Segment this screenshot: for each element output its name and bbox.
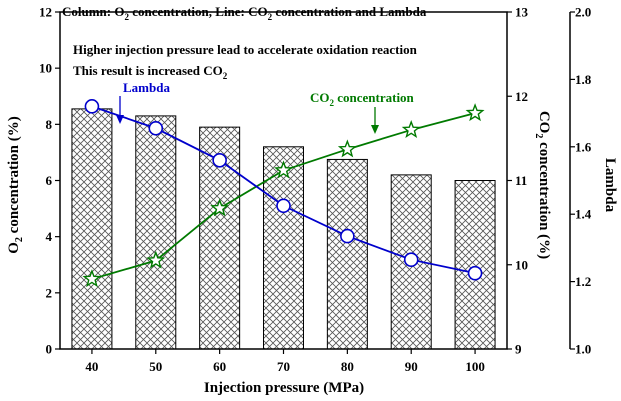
x-tick-label-50: 50 [149,359,162,374]
left-axis-tick-label: 8 [46,117,53,132]
left-axis-title: O2 concentration (%) [6,116,25,253]
co2-point-90 [401,119,421,139]
x-tick-label-40: 40 [85,359,98,374]
left-axis-tick-label: 6 [46,173,53,188]
co2-point-70 [274,160,293,179]
x-tick-label-80: 80 [341,359,354,374]
lambda-point-70 [276,198,291,214]
left-axis-ticks: 0 2 4 6 8 10 12 [39,5,60,357]
bar-70 [263,146,304,350]
right-axis-2-tick-label: 1.6 [575,139,592,154]
right-axis-1-ticks: 9 10 11 12 13 [507,5,529,357]
right-axis-2-title: Lambda [602,158,618,213]
x-tick-label-60: 60 [213,359,226,374]
co2-label-arrowhead [371,125,379,134]
co2-series-label: CO2 concentration [310,90,415,108]
lines-layer [82,99,485,288]
lambda-label-arrowhead [116,115,124,124]
right-axis-2-tick-label: 1.4 [575,207,592,222]
x-axis-ticks: 40 50 60 70 80 90 100 [85,349,485,374]
lambda-point-60 [212,152,227,168]
bar-40 [71,108,113,350]
left-axis-tick-label: 0 [46,342,53,357]
lambda-point-40 [84,99,100,114]
right-axis-1-tick-label: 10 [515,257,528,272]
right-axis-2-tick-label: 2.0 [575,5,591,20]
co2-point-60 [210,198,230,217]
left-axis-tick-label: 12 [39,5,52,20]
bar-80 [326,158,368,350]
bars-layer [71,108,496,350]
bar-100 [454,180,496,350]
lambda-series-label: Lambda [123,80,170,95]
annotation-line-1: Higher injection pressure lead to accele… [73,42,418,57]
right-axis-2-tick-label: 1.2 [575,274,591,289]
right-axis-2-ticks: 1.0 1.2 1.4 1.6 1.8 2.0 [570,5,592,357]
annotation-line-2: This result is increased CO2 [73,63,228,81]
right-axis-2-tick-label: 1.8 [575,72,592,87]
lambda-point-50 [148,120,164,136]
right-axis-2-tick-label: 1.0 [575,342,591,357]
lambda-point-100 [467,265,483,281]
x-tick-label-70: 70 [277,359,290,374]
right-axis-1-title: CO2 concentration (%) [533,111,552,259]
co2-point-40 [82,269,102,288]
right-axis-1-tick-label: 13 [515,5,529,20]
co2-point-50 [146,250,166,269]
right-axis-1-tick-label: 12 [515,89,528,104]
x-axis-title: Injection pressure (MPa) [204,380,364,396]
left-axis-tick-label: 4 [46,229,53,244]
chart-header: Column: O2 concentration, Line: CO2 conc… [62,4,427,22]
left-axis-tick-label: 10 [39,61,52,76]
bar-50 [135,115,177,350]
co2-point-100 [465,103,485,122]
x-tick-label-100: 100 [465,359,485,374]
right-axis-1-tick-label: 9 [515,342,522,357]
lambda-point-90 [403,252,419,267]
right-axis-1-tick-label: 11 [515,173,527,188]
left-axis-tick-label: 2 [46,285,53,300]
co2-point-80 [337,139,357,158]
x-tick-label-90: 90 [405,359,418,374]
lambda-point-80 [340,228,355,244]
